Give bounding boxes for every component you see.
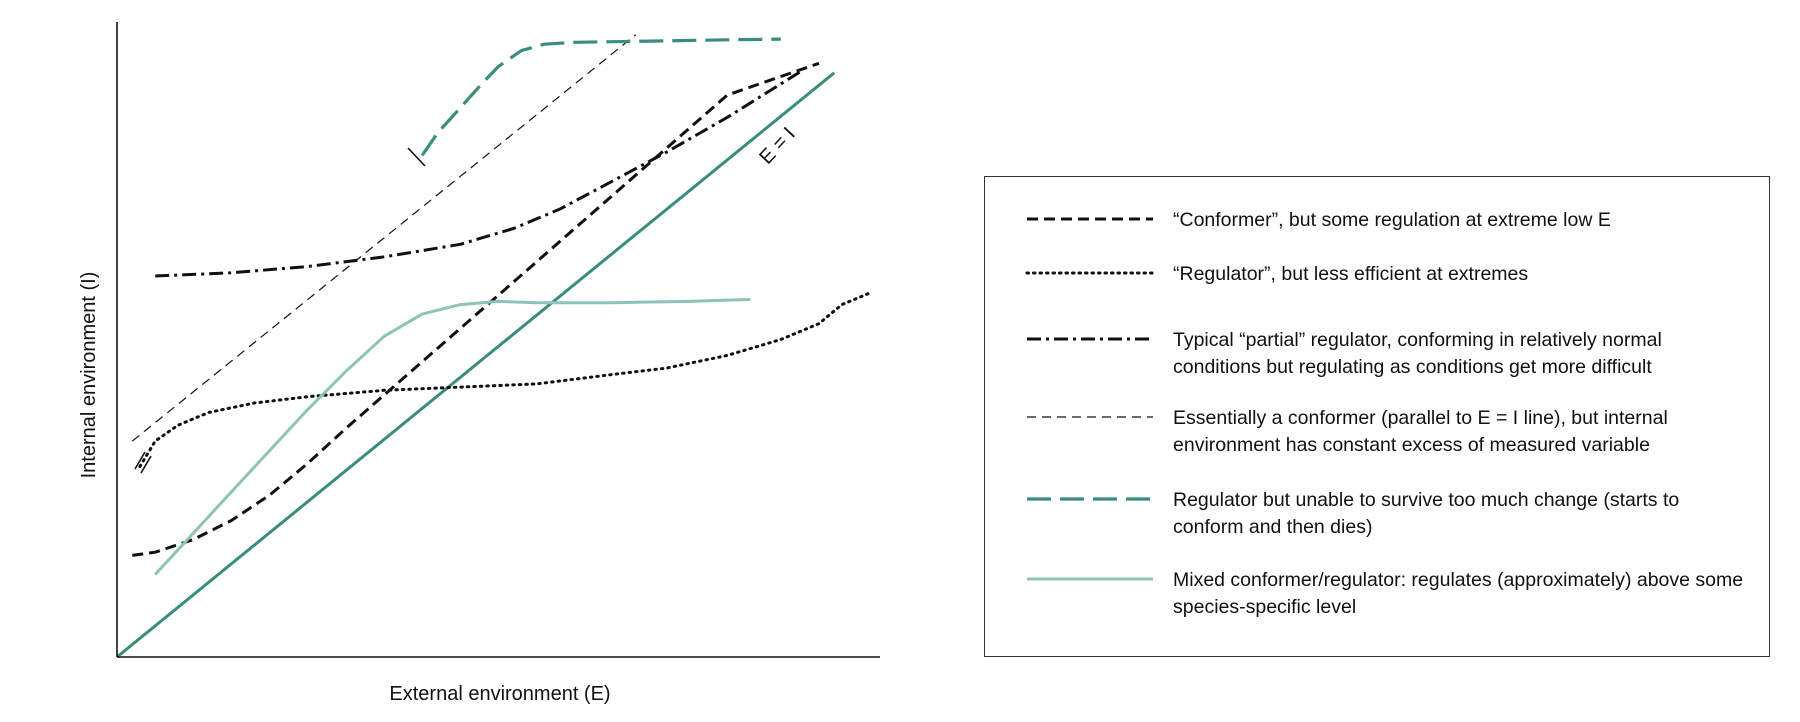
limit-tick (407, 147, 426, 167)
break-tick (134, 451, 146, 470)
series-line-thin-dashed (131, 34, 637, 442)
break-tick (140, 455, 152, 474)
legend-item-conformer: “Conformer”, but some regulation at extr… (1025, 207, 1753, 234)
series-line-dotted (138, 290, 874, 468)
legend-swatch-long-dashed (1027, 497, 1153, 501)
legend-swatch-dotted (1025, 271, 1155, 275)
legend-label: Mixed conformer/regulator: regulates (ap… (1173, 569, 1744, 618)
legend-swatch-dashed (1027, 217, 1153, 221)
legend-label: Essentially a conformer (parallel to E =… (1173, 407, 1668, 456)
legend-label: “Regulator”, but less efficient at extre… (1173, 263, 1529, 285)
legend-label: Typical “partial” regulator, conforming … (1173, 329, 1662, 378)
series-line-solid (154, 298, 751, 576)
x-axis-title: External environment (E) (389, 683, 610, 705)
legend-item-partial-regulator: Typical “partial” regulator, conforming … (1025, 327, 1753, 381)
y-axis-title: Internal environment (I) (78, 272, 100, 479)
legend-item-regulator: “Regulator”, but less efficient at extre… (1025, 261, 1753, 288)
series-line-solid (116, 71, 836, 659)
legend: “Conformer”, but some regulation at extr… (984, 176, 1770, 657)
legend-item-limited-regulator: Regulator but unable to survive too much… (1025, 487, 1753, 541)
chart: External environment (E) Internal enviro… (78, 22, 880, 705)
series-line-dashed (132, 61, 820, 557)
marks-layer (134, 147, 426, 474)
legend-label: “Conformer”, but some regulation at extr… (1173, 209, 1611, 231)
legend-swatch-dashdot (1027, 337, 1153, 341)
series-line-long-dashed (420, 37, 781, 157)
series-line-dashdot (155, 68, 805, 278)
legend-item-mixed: Mixed conformer/regulator: regulates (ap… (1025, 567, 1753, 621)
legend-swatch-solid (1027, 577, 1153, 581)
series-layer (116, 34, 874, 659)
legend-item-excess-conformer: Essentially a conformer (parallel to E =… (1025, 405, 1753, 459)
legend-swatch-thin-dashed (1027, 416, 1153, 418)
legend-label: Regulator but unable to survive too much… (1173, 489, 1680, 538)
